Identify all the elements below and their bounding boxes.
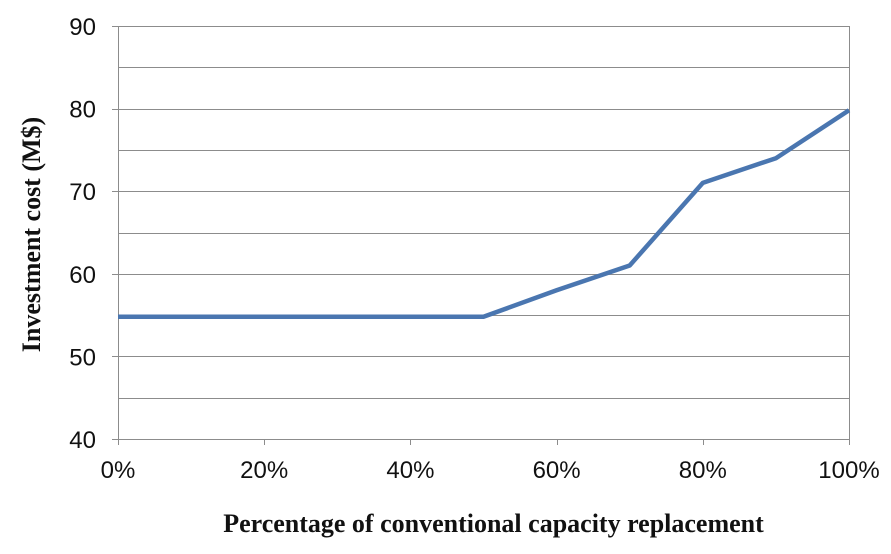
- plot-frame-layer: [118, 26, 850, 440]
- grid-layer: [118, 67, 849, 399]
- y-tick-label: 50: [69, 344, 96, 371]
- plot-frame: [118, 26, 850, 440]
- x-axis-ticks: 0% 20% 40% 60% 80% 100%: [101, 439, 880, 484]
- y-tick-label: 90: [69, 14, 96, 41]
- series-layer: [117, 108, 851, 320]
- x-tick-label: 20%: [240, 457, 288, 484]
- x-tick-label: 0%: [101, 457, 136, 484]
- series-line: [118, 108, 851, 320]
- y-axis-ticks: 40 50 60 70 80 90: [69, 14, 118, 454]
- y-tick-label: 40: [69, 427, 96, 454]
- x-tick-label: 100%: [818, 457, 879, 484]
- y-tick-label: 60: [69, 262, 96, 289]
- x-tick-label: 40%: [386, 457, 434, 484]
- x-tick-label: 60%: [533, 457, 581, 484]
- x-tick-label: 80%: [679, 457, 727, 484]
- x-axis-title: Percentage of conventional capacity repl…: [223, 509, 764, 538]
- y-axis-title: Investment cost (M$): [17, 117, 46, 352]
- y-tick-label: 80: [69, 97, 96, 124]
- y-tick-label: 70: [69, 179, 96, 206]
